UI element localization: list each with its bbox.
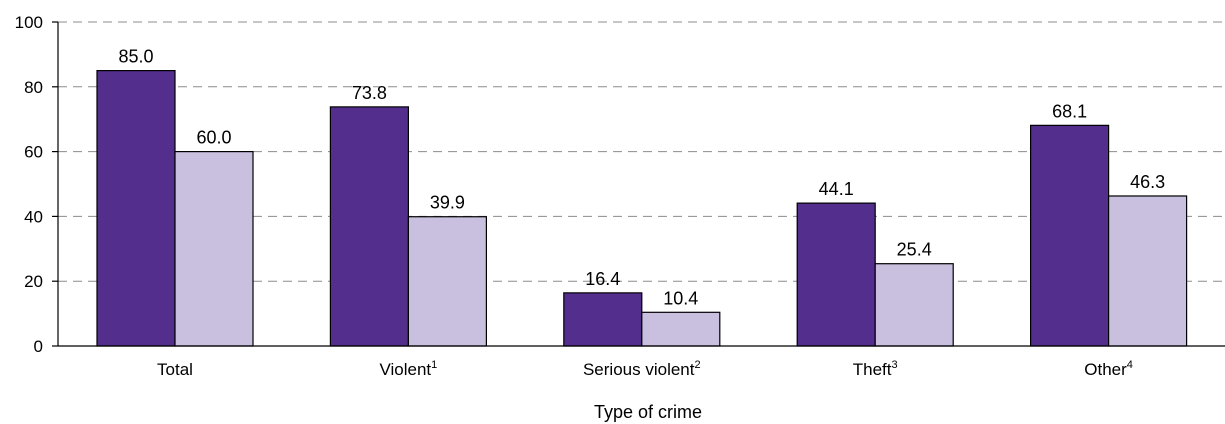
x-tick-label: Total <box>157 360 193 379</box>
bar-series-1 <box>96 69 176 347</box>
data-label: 25.4 <box>897 240 932 260</box>
label-layer: 0 20 40 60 80 100 85.0 60.0 Total 73.8 39.9 Violent… <box>15 13 1165 379</box>
y-tick-label: 20 <box>24 272 43 291</box>
bar-series-1 <box>329 106 409 347</box>
x-axis-title: Type of crime <box>594 402 702 422</box>
bar-series-2 <box>874 263 954 347</box>
y-tick-label: 100 <box>15 13 43 32</box>
bar-series-2 <box>1107 195 1188 347</box>
x-tick-label: Violent1 <box>379 359 437 379</box>
y-tick-label: 40 <box>24 207 43 226</box>
data-label: 39.9 <box>430 193 465 213</box>
data-label: 85.0 <box>118 47 153 67</box>
bar-series-1 <box>796 202 876 347</box>
axis-layer <box>52 21 1225 347</box>
data-label: 73.8 <box>352 83 387 103</box>
bar-layer <box>96 69 1188 347</box>
data-label: 46.3 <box>1130 172 1165 192</box>
data-label: 10.4 <box>663 288 698 308</box>
bar-series-2 <box>174 151 254 347</box>
bar-series-1 <box>563 292 643 347</box>
bar-series-1 <box>1029 124 1110 347</box>
data-label: 44.1 <box>819 179 854 199</box>
bar-series-2 <box>407 216 487 347</box>
bar-series-2 <box>641 311 721 347</box>
y-tick-label: 80 <box>24 78 43 97</box>
data-label: 68.1 <box>1052 101 1087 121</box>
x-tick-label: Theft3 <box>853 359 898 379</box>
x-tick-label: Other4 <box>1084 359 1133 379</box>
data-label: 60.0 <box>196 128 231 148</box>
y-tick-label: 60 <box>24 143 43 162</box>
y-tick-label: 0 <box>34 337 43 356</box>
x-tick-label: Serious violent2 <box>583 359 701 379</box>
data-label: 16.4 <box>585 269 620 289</box>
